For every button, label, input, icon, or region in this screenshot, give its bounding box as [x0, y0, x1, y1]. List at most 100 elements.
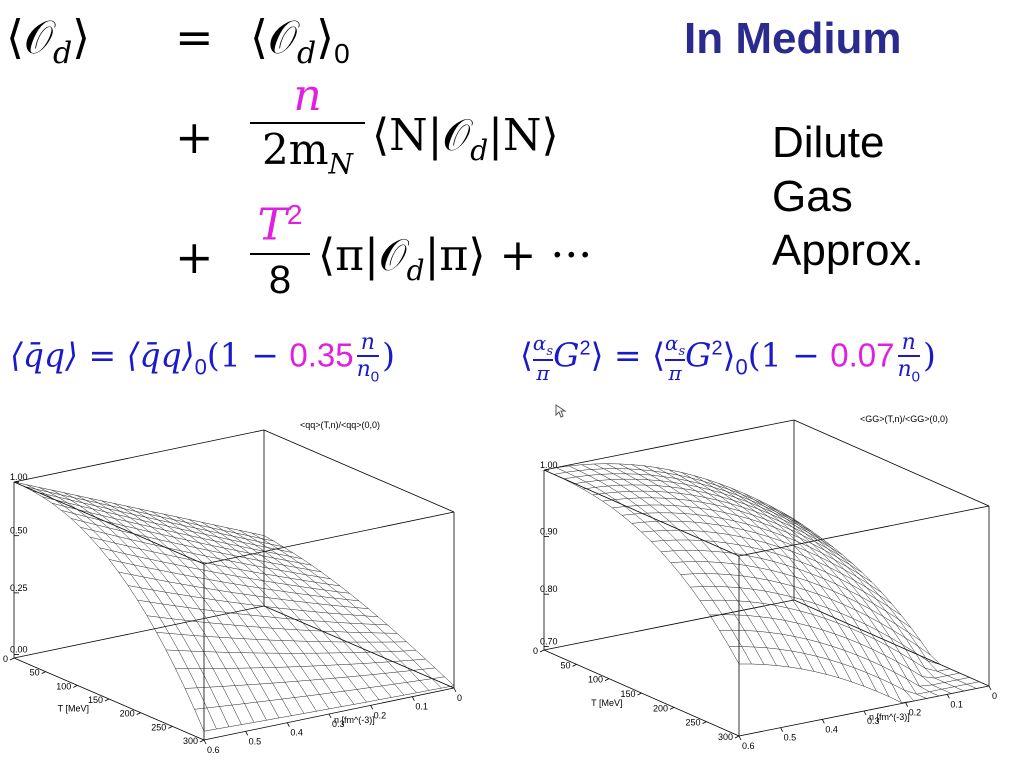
surface-grid-line: [163, 513, 355, 705]
temperature-tick-mark: [73, 684, 78, 688]
density-tick-mark: [780, 727, 784, 732]
z-tick-label: 0.70: [540, 636, 558, 646]
surface-grid-line: [23, 486, 274, 542]
z-tick-label: 0.90: [540, 527, 558, 537]
density-tick-mark: [411, 696, 415, 701]
vacuum-term: ⟨𝒪d⟩0: [250, 10, 350, 71]
surface-grid-line: [670, 561, 921, 642]
bounding-box-edge: [13, 481, 205, 565]
surface-grid-line: [651, 539, 902, 616]
surface-grid-line: [621, 512, 873, 583]
temperature-tick-label: 50: [560, 660, 570, 670]
surface-grid-line: [238, 529, 430, 691]
surface-grid-line: [793, 518, 990, 687]
surface-grid-line: [681, 472, 877, 692]
density-tick-label: 0.6: [207, 745, 220, 755]
quark-ratio-numerator: n: [360, 330, 375, 355]
density-tick-label: 0.3: [332, 719, 345, 729]
quark-condensate-equation: ⟨q̄q⟩ = ⟨q̄q⟩0(1 − 0.35 n n0): [10, 330, 395, 385]
quark-condensate-surface-plot: <qq>(T,n)/<qq>(0,0)1.000.500.250.0005010…: [3, 420, 462, 755]
mouse-cursor-icon: [555, 404, 567, 418]
bounding-box-edge: [13, 429, 265, 483]
surface-grid-line: [108, 559, 360, 602]
gluon-ratio-bar: [897, 355, 921, 357]
surface-grid-line: [680, 573, 931, 656]
surface-wireframe: [543, 463, 990, 703]
nucleon-subscript: N: [328, 147, 354, 181]
surface-grid-line: [729, 646, 980, 695]
density-tick-label: 0.2: [374, 710, 387, 720]
temperature-exponent: 2: [286, 199, 303, 230]
quark-ratio-den-sub: 0: [370, 368, 380, 386]
gluon-alpha-fraction-rhs: αs π: [664, 331, 686, 385]
quark-ratio-denominator: n0: [357, 357, 380, 385]
equals-sign: =: [175, 10, 214, 64]
density-fraction: n 2mN: [250, 72, 365, 188]
quark-coefficient: 0.35: [289, 336, 354, 374]
density-tick-mark: [286, 722, 290, 727]
density-axis-label: n [fm^(-3)]: [869, 712, 910, 722]
alpha-symbol: α: [532, 330, 547, 355]
density-tick-label: 0.5: [784, 733, 797, 743]
temperature-tick-label: 0: [3, 654, 8, 664]
pion-matrix-subscript: d: [406, 253, 425, 287]
temperature-tick-mark: [637, 692, 642, 696]
surface-grid-line: [184, 667, 436, 689]
density-tick-label: 0.4: [825, 724, 838, 734]
lhs-open: ⟨𝒪: [6, 10, 53, 64]
bounding-box-edge: [793, 419, 990, 507]
temperature-tick-mark: [734, 735, 740, 739]
gluon-ratio-numerator: n: [901, 330, 916, 355]
surface-grid-line: [563, 473, 814, 533]
surface-grid-line: [138, 508, 330, 710]
quark-condensate-lhs: ⟨q̄q⟩ = ⟨q̄q⟩: [10, 335, 195, 375]
approximation-line-2: Gas: [772, 172, 853, 221]
density-tick-mark: [245, 731, 249, 736]
vacuum-open: ⟨𝒪: [250, 10, 297, 64]
surface-grid-line: [156, 632, 407, 643]
surface-grid-line: [731, 487, 927, 699]
surface-grid-line: [631, 464, 827, 675]
density-tick-mark: [738, 735, 742, 741]
nucleon-matrix-subscript: d: [470, 133, 489, 167]
surface-grid-line: [606, 463, 802, 670]
z-tick-label: 1.00: [10, 472, 28, 482]
z-tick-label: 0.00: [10, 644, 28, 654]
plot-title: <GG>(T,n)/<GG>(0,0): [860, 414, 948, 424]
surface-grid-line: [719, 629, 970, 687]
temperature-tick-mark: [168, 725, 173, 729]
surface-grid-line: [592, 490, 843, 556]
page-title: In Medium: [684, 14, 902, 63]
temperature-tick-label: 200: [653, 703, 668, 713]
surface-grid-line: [175, 658, 426, 669]
pion-matrix-element: ⟨π|𝒪d|π⟩ + ···: [318, 230, 592, 287]
temperature-symbol: T: [257, 199, 287, 251]
density-tick-mark: [203, 739, 207, 745]
temperature-denominator: 8: [268, 257, 292, 302]
vacuum-subscript: d: [296, 36, 317, 72]
surface-grid-line: [263, 535, 455, 686]
quark-close-paren: ): [382, 335, 396, 375]
gluon-open-paren: (1 −: [747, 335, 831, 375]
surface-grid-line: [51, 502, 303, 559]
gluon-equals: ⟩ = ⟨: [590, 335, 665, 375]
temperature-tick-label: 250: [685, 718, 700, 728]
temperature-tick-mark: [539, 649, 545, 653]
lhs-close: ⟩: [72, 10, 91, 64]
temperature-tick-label: 100: [56, 681, 71, 691]
temperature-tick-label: 300: [718, 732, 733, 742]
surface-grid-line: [26, 484, 217, 730]
quark-vacuum-zero: 0: [194, 354, 207, 380]
nucleon-matrix-open: ⟨N|𝒪: [372, 110, 471, 161]
density-tick-mark: [328, 713, 332, 719]
density-tick-label: 0.3: [867, 716, 880, 726]
alpha-bar: [532, 358, 554, 361]
gluon-exponent: 2: [579, 337, 591, 360]
temperature-tick-mark: [199, 739, 205, 743]
bounding-box-edge: [543, 469, 740, 557]
alpha-denominator: π: [536, 360, 550, 385]
surface-grid-line: [739, 663, 990, 703]
nucleon-matrix-close: |N⟩: [488, 110, 559, 161]
plus-sign-2: +: [175, 230, 214, 284]
gluon-close-bracket: ⟩: [722, 335, 736, 375]
